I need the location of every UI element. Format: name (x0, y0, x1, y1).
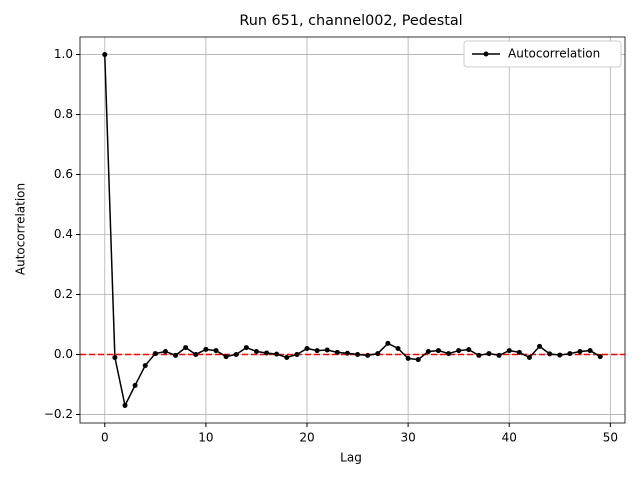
data-point (264, 350, 270, 356)
y-tick-label: 0.6 (54, 167, 73, 181)
data-point (324, 347, 330, 353)
data-point (344, 350, 350, 356)
y-tick-label: 0.8 (54, 107, 73, 121)
data-point (304, 345, 310, 351)
legend-marker (483, 51, 489, 57)
data-point (314, 348, 320, 354)
x-tick-label: 40 (502, 431, 517, 445)
chart-title: Run 651, channel002, Pedestal (239, 13, 462, 29)
data-point (112, 354, 118, 360)
plot-frame (79, 36, 626, 424)
data-point (243, 345, 249, 351)
x-tick-label: 20 (299, 431, 314, 445)
data-point (284, 354, 290, 360)
data-point (587, 348, 593, 354)
data-point (456, 348, 462, 354)
data-point (597, 354, 603, 360)
x-tick-label: 30 (400, 431, 415, 445)
data-point (395, 345, 401, 351)
y-tick-label: −0.2 (44, 407, 73, 421)
data-point (102, 52, 108, 58)
data-point (405, 355, 411, 361)
legend-label: Autocorrelation (508, 47, 600, 61)
data-point (173, 352, 179, 358)
data-point (446, 351, 452, 357)
legend-box (463, 40, 622, 68)
data-point (213, 348, 219, 354)
data-point (415, 357, 421, 363)
data-point (274, 351, 280, 357)
data-point (486, 351, 492, 357)
data-point (385, 340, 391, 346)
data-line (104, 54, 601, 408)
data-point (365, 352, 371, 358)
data-point (516, 349, 522, 355)
x-tick-label: 10 (198, 431, 213, 445)
data-point (557, 352, 563, 358)
y-tick-label: 0.4 (54, 227, 73, 241)
data-point (122, 402, 128, 408)
data-point (537, 343, 543, 349)
data-point (567, 351, 573, 357)
data-point (526, 354, 532, 360)
data-point (183, 345, 189, 351)
data-point (223, 354, 229, 360)
data-point (506, 348, 512, 354)
data-point (132, 382, 138, 388)
data-point (466, 347, 472, 353)
y-tick-label: 1.0 (54, 47, 73, 61)
legend: Autocorrelation (463, 40, 622, 68)
data-point (294, 351, 300, 357)
x-tick-label: 0 (101, 431, 109, 445)
data-point (355, 351, 361, 357)
x-tick-label: 50 (603, 431, 618, 445)
data-point (425, 348, 431, 354)
data-point (203, 346, 209, 352)
data-point (152, 351, 158, 357)
data-point (375, 351, 381, 357)
data-point (577, 348, 583, 354)
data-point (193, 351, 199, 357)
data-point (142, 363, 148, 369)
data-point (233, 351, 239, 357)
data-point (547, 351, 553, 357)
data-point (496, 352, 502, 358)
y-tick-label: 0.2 (54, 287, 73, 301)
data-point (253, 348, 259, 354)
y-axis-label: Autocorrelation (14, 183, 28, 275)
data-point (476, 352, 482, 358)
data-point (435, 348, 441, 354)
data-point (334, 349, 340, 355)
x-axis-label: Lag (340, 451, 362, 465)
y-tick-label: 0.0 (54, 347, 73, 361)
data-point (162, 348, 168, 354)
